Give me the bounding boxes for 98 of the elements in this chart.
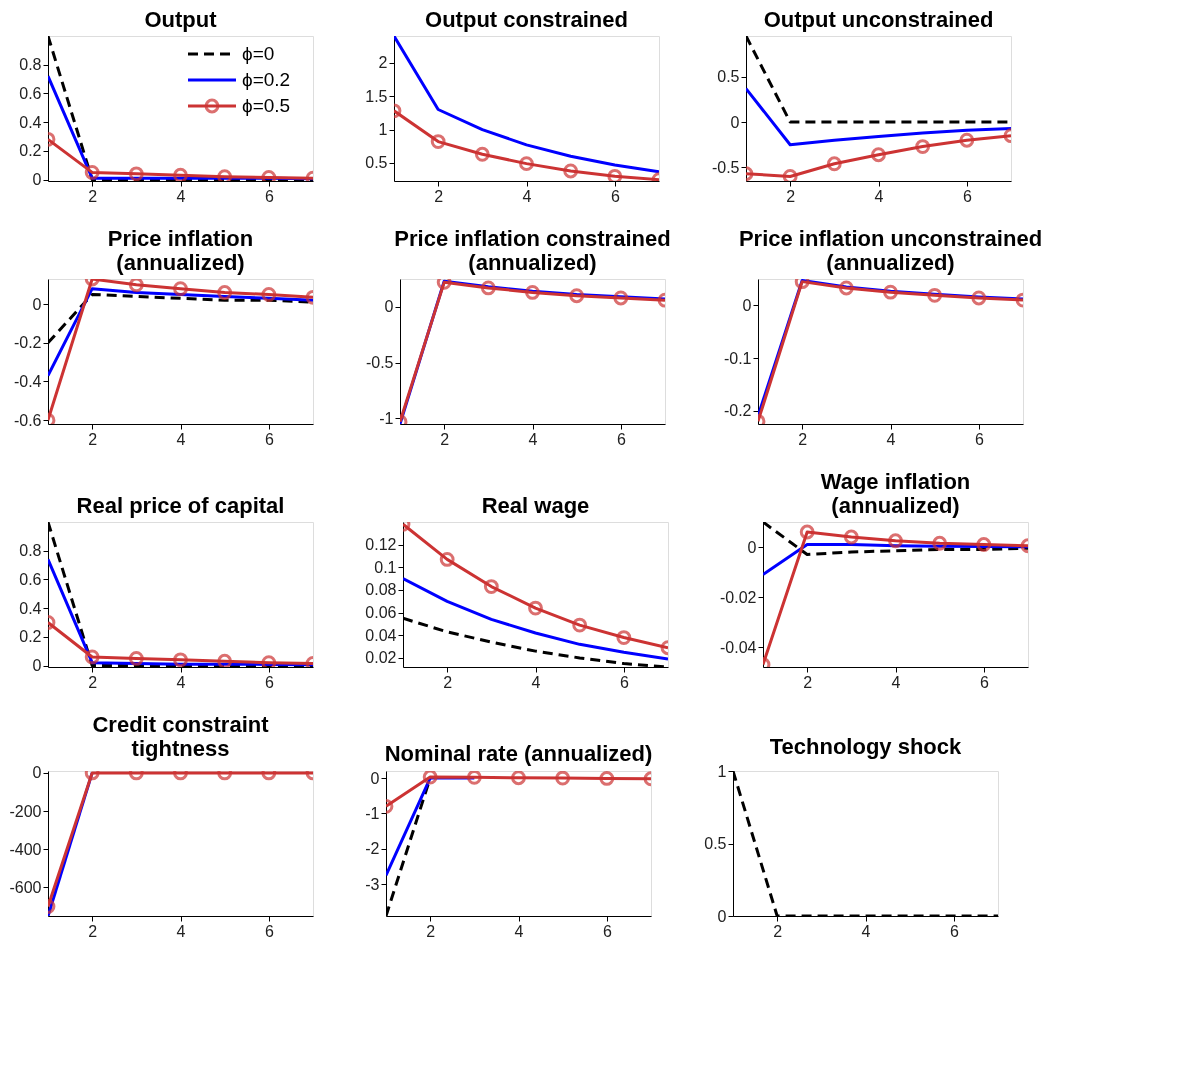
y-tick-label: -600	[9, 878, 42, 896]
x-tick-label: 4	[531, 673, 541, 691]
x-tick-label: 2	[434, 187, 444, 205]
x-tick-label: 4	[886, 430, 896, 448]
y-tick-label: 0	[717, 907, 727, 925]
y-tick-label: -200	[9, 802, 42, 820]
x-tick-label: 4	[176, 922, 186, 940]
chart-title: Price inflation unconstrained (annualized)	[738, 226, 1043, 275]
x-tick-label: 2	[88, 430, 98, 448]
chart-title: Nominal rate (annualized)	[384, 741, 653, 767]
y-tick-label: 0	[747, 538, 757, 556]
chart-title: Price inflation (annualized)	[107, 226, 254, 275]
y-tick-label: 0.08	[365, 581, 397, 599]
y-tick-label: -2	[365, 840, 380, 858]
x-tick-label: 6	[264, 187, 274, 205]
x-tick-label: 2	[443, 673, 453, 691]
x-tick-label: 2	[88, 673, 98, 691]
y-tick-label: 0.6	[19, 84, 42, 102]
x-tick-label: 2	[803, 673, 813, 691]
y-tick-label: 0	[32, 764, 42, 782]
y-tick-label: 1	[717, 762, 727, 780]
chart-title: Real price of capital	[76, 493, 285, 518]
y-tick-label: 0.6	[19, 570, 42, 588]
y-tick-label: 0.06	[365, 604, 397, 622]
x-tick-label: 6	[962, 187, 972, 205]
y-tick-label: 0.1	[374, 558, 397, 576]
y-tick-label: 0.5	[704, 835, 727, 852]
y-tick-label: -1	[365, 804, 380, 822]
x-tick-label: 6	[619, 673, 629, 691]
y-tick-label: 0.04	[365, 626, 397, 644]
legend-label: ϕ=0.2	[242, 69, 291, 90]
y-tick-label: 0.5	[365, 154, 388, 172]
x-tick-label: 4	[176, 673, 186, 691]
x-tick-label: 6	[602, 922, 612, 940]
x-tick-label: 4	[514, 922, 524, 940]
y-tick-label: 0	[32, 295, 42, 313]
y-tick-label: 0	[32, 657, 42, 675]
chart-title: Output unconstrained	[763, 7, 994, 32]
y-tick-label: 0	[742, 296, 752, 314]
y-tick-label: 0.2	[19, 628, 42, 646]
y-tick-label: 0	[32, 171, 42, 189]
y-tick-label: 0.02	[365, 649, 397, 667]
y-tick-label: -0.5	[711, 158, 740, 176]
y-tick-label: 2	[378, 54, 388, 72]
y-tick-label: 1.5	[365, 87, 388, 105]
x-tick-label: 6	[264, 430, 274, 448]
x-tick-label: 2	[440, 430, 450, 448]
x-tick-label: 2	[786, 187, 796, 205]
x-tick-label: 6	[610, 187, 620, 205]
x-tick-label: 2	[88, 187, 98, 205]
y-tick-label: -1	[379, 409, 394, 427]
x-tick-label: 6	[979, 673, 989, 691]
chart-title: Credit constraint tightness	[92, 711, 270, 761]
x-tick-label: 6	[949, 922, 959, 940]
y-tick-label: 0.2	[19, 142, 42, 160]
x-tick-label: 4	[528, 430, 538, 448]
legend-label: ϕ=0	[242, 43, 275, 64]
y-tick-label: 0	[730, 113, 740, 131]
x-tick-label: 2	[773, 922, 783, 940]
y-tick-label: 0	[370, 769, 380, 787]
y-tick-label: 0.4	[19, 113, 42, 131]
legend-label: ϕ=0.5	[242, 95, 291, 116]
chart-title: Price inflation constrained (annualized)	[394, 226, 671, 275]
y-tick-label: -400	[9, 840, 42, 858]
x-tick-label: 4	[176, 187, 186, 205]
chart-title: Output constrained	[425, 7, 628, 32]
x-tick-label: 4	[176, 430, 186, 448]
y-tick-label: -0.1	[723, 349, 752, 367]
y-tick-label: 0.8	[19, 56, 42, 74]
y-tick-label: -0.4	[13, 372, 42, 390]
y-tick-label: -0.6	[13, 411, 42, 429]
chart-title: Real wage	[481, 493, 590, 518]
x-tick-label: 2	[426, 922, 436, 940]
x-tick-label: 4	[861, 922, 871, 940]
x-tick-label: 4	[522, 187, 532, 205]
x-tick-label: 2	[798, 430, 808, 448]
x-tick-label: 2	[88, 922, 98, 940]
x-tick-label: 6	[974, 430, 984, 448]
x-tick-label: 4	[891, 673, 901, 691]
y-tick-label: -0.04	[720, 638, 757, 656]
y-tick-label: -0.02	[720, 588, 757, 606]
y-tick-label: 0.4	[19, 599, 42, 617]
y-tick-label: 0.5	[717, 68, 740, 86]
y-tick-label: 1	[378, 121, 388, 139]
y-tick-label: -3	[365, 875, 380, 893]
x-tick-label: 6	[616, 430, 626, 448]
x-tick-label: 6	[264, 673, 274, 691]
x-tick-label: 4	[874, 187, 884, 205]
y-tick-label: -0.2	[723, 402, 752, 420]
chart-title: Technology shock	[769, 734, 963, 759]
chart-title: Wage inflation (annualized)	[820, 469, 971, 518]
x-tick-label: 6	[264, 922, 274, 940]
chart-title: Output	[144, 7, 218, 32]
y-tick-label: -0.2	[13, 334, 42, 352]
y-tick-label: -0.5	[365, 354, 394, 372]
y-tick-label: 0.8	[19, 542, 42, 560]
y-tick-label: 0.12	[365, 536, 397, 554]
y-tick-label: 0	[384, 298, 394, 316]
